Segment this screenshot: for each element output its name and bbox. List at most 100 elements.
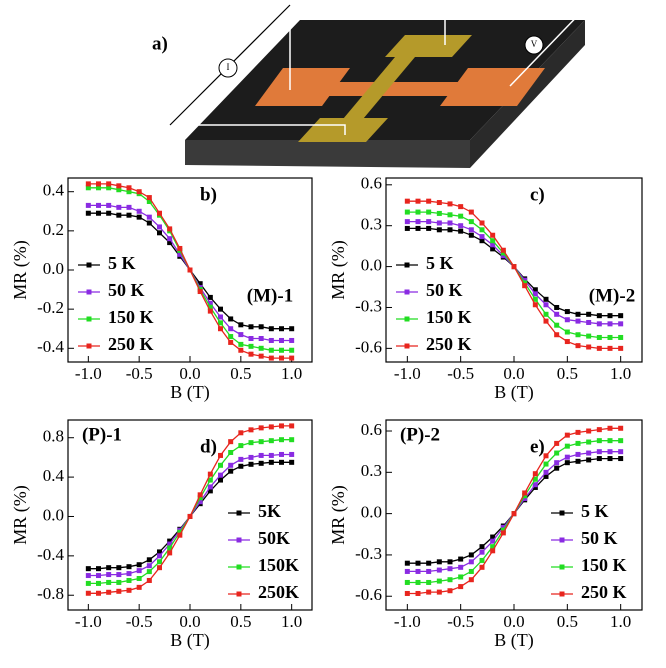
data-point: [238, 341, 244, 347]
data-point: [543, 296, 549, 302]
data-point: [479, 238, 485, 244]
data-point: [415, 590, 421, 596]
data-point: [136, 214, 142, 220]
y-tick-label: -0.3: [355, 296, 382, 315]
x-tick-label: -1.0: [75, 612, 102, 631]
x-tick-label: 0.5: [230, 612, 251, 631]
data-point: [543, 453, 549, 459]
legend-marker: [559, 537, 565, 543]
legend-marker: [404, 262, 410, 268]
legend-label: 50 K: [108, 280, 145, 300]
legend-marker: [236, 510, 242, 516]
panel-label: c): [530, 184, 545, 205]
data-point: [177, 529, 183, 535]
data-point: [218, 314, 223, 320]
data-point: [116, 204, 122, 210]
data-point: [618, 321, 624, 327]
data-point: [479, 557, 485, 563]
data-point: [607, 321, 613, 327]
data-point: [126, 571, 132, 577]
data-point: [426, 589, 432, 595]
data-point: [586, 428, 592, 434]
data-point: [586, 311, 592, 317]
data-point: [228, 326, 234, 332]
data-point: [248, 336, 254, 342]
y-tick-label: -0.4: [37, 337, 64, 356]
data-point: [136, 208, 142, 214]
data-point: [468, 552, 474, 558]
data-point: [500, 250, 506, 256]
data-point: [126, 185, 132, 191]
data-point: [554, 332, 560, 338]
data-point: [596, 313, 602, 319]
data-point: [468, 559, 474, 565]
data-point: [564, 460, 570, 466]
data-point: [490, 232, 496, 238]
data-point: [575, 458, 581, 464]
data-point: [458, 213, 464, 219]
data-point: [248, 454, 254, 460]
data-point: [618, 449, 624, 455]
data-point: [207, 308, 213, 314]
data-point: [479, 227, 485, 233]
data-point: [500, 524, 506, 530]
data-point: [532, 482, 538, 488]
data-point: [522, 280, 528, 286]
data-point: [415, 209, 421, 215]
data-point: [532, 287, 538, 293]
data-point: [218, 306, 223, 312]
data-point: [157, 549, 162, 555]
data-point: [207, 300, 213, 306]
data-point: [564, 309, 570, 315]
data-point: [554, 304, 560, 310]
data-point: [596, 438, 602, 444]
data-point: [85, 590, 91, 596]
data-point: [85, 580, 91, 586]
plot-frame: [385, 177, 643, 363]
legend-label: 5 K: [108, 253, 136, 273]
data-point: [500, 247, 506, 253]
data-point: [248, 324, 254, 330]
data-point: [106, 572, 112, 578]
data-point: [218, 326, 223, 332]
data-point: [268, 438, 274, 444]
data-point: [564, 454, 570, 460]
data-point: [404, 225, 410, 231]
data-point: [404, 560, 410, 566]
data-point: [228, 462, 234, 468]
data-point: [279, 355, 284, 361]
data-point: [218, 477, 223, 483]
data-point: [447, 212, 453, 218]
legend-label: 250 K: [426, 334, 472, 354]
y-axis-label: MR (%): [328, 240, 349, 300]
data-point: [126, 564, 132, 570]
data-point: [96, 181, 101, 187]
legend-marker: [86, 289, 92, 295]
data-point: [586, 439, 592, 445]
data-point: [596, 321, 602, 327]
data-point: [106, 565, 112, 571]
legend-label: 150 K: [108, 307, 154, 327]
data-point: [279, 437, 284, 443]
legend-label: 50K: [258, 528, 290, 548]
data-point: [289, 337, 295, 343]
data-point: [248, 343, 254, 349]
data-point: [238, 443, 244, 449]
data-point: [146, 198, 152, 204]
data-point: [85, 566, 91, 572]
data-point: [228, 339, 234, 345]
data-point: [228, 439, 234, 445]
data-point: [177, 532, 183, 538]
data-point: [532, 291, 538, 297]
current-meter-label: I: [227, 62, 230, 72]
data-point: [490, 242, 496, 248]
voltage-wire: [444, 2, 592, 87]
data-point: [116, 565, 122, 571]
data-point: [436, 210, 442, 216]
data-point: [197, 281, 203, 287]
data-point: [447, 559, 453, 565]
contact-bottom: [298, 118, 388, 142]
data-point: [543, 302, 549, 308]
data-point: [207, 294, 213, 300]
data-point: [85, 573, 91, 579]
